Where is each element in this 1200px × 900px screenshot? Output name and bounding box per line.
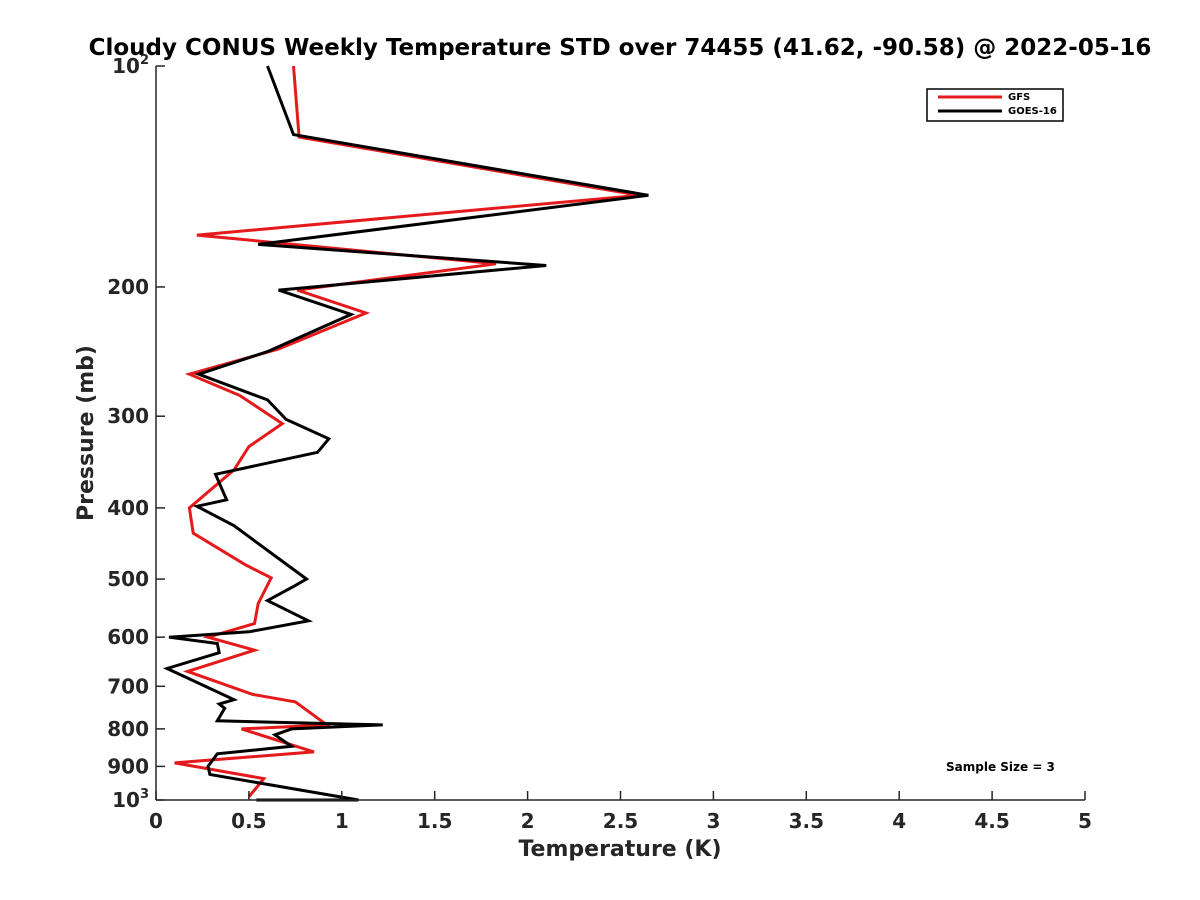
x-tick-label: 3.5 bbox=[789, 809, 824, 833]
x-tick-label: 1.5 bbox=[417, 809, 452, 833]
x-tick-label: 2.5 bbox=[603, 809, 638, 833]
sample-size-annotation: Sample Size = 3 bbox=[946, 760, 1055, 774]
x-tick-label: 5 bbox=[1078, 809, 1092, 833]
x-tick-label: 0 bbox=[149, 809, 163, 833]
x-axis-ticks: 0 0.5 1 1.5 2 2.5 3 3.5 4 4.5 5 bbox=[149, 791, 1092, 833]
y-axis-ticks: 102 200 300 400 500 600 700 800 900 103 bbox=[107, 53, 165, 812]
x-tick-label: 2 bbox=[521, 809, 535, 833]
x-tick-label: 1 bbox=[335, 809, 349, 833]
legend: GFS GOES-16 bbox=[926, 88, 1064, 122]
x-tick-label: 4.5 bbox=[974, 809, 1009, 833]
legend-label-gfs: GFS bbox=[1008, 92, 1030, 103]
y-tick-label: 300 bbox=[107, 404, 149, 428]
x-tick-label: 3 bbox=[706, 809, 720, 833]
y-tick-label: 600 bbox=[107, 625, 149, 649]
legend-box bbox=[926, 88, 1064, 122]
x-tick-label: 4 bbox=[892, 809, 906, 833]
y-tick-label: 900 bbox=[107, 754, 149, 778]
x-tick-label: 0.5 bbox=[231, 809, 266, 833]
plot-area bbox=[162, 65, 649, 802]
series-line-gfs bbox=[174, 65, 640, 798]
y-tick-label: 200 bbox=[107, 275, 149, 299]
series-line-goes16 bbox=[162, 65, 649, 802]
y-axis-label: Pressure (mb) bbox=[74, 345, 99, 521]
legend-label-goes16: GOES-16 bbox=[1008, 106, 1057, 117]
x-axis-label: Temperature (K) bbox=[518, 837, 721, 862]
y-tick-label: 500 bbox=[107, 567, 149, 591]
chart-title: Cloudy CONUS Weekly Temperature STD over… bbox=[89, 35, 1152, 61]
y-tick-label: 400 bbox=[107, 496, 149, 520]
y-tick-label: 103 bbox=[112, 787, 149, 812]
y-tick-label: 800 bbox=[107, 717, 149, 741]
y-tick-label: 102 bbox=[112, 53, 149, 78]
y-tick-label: 700 bbox=[107, 674, 149, 698]
